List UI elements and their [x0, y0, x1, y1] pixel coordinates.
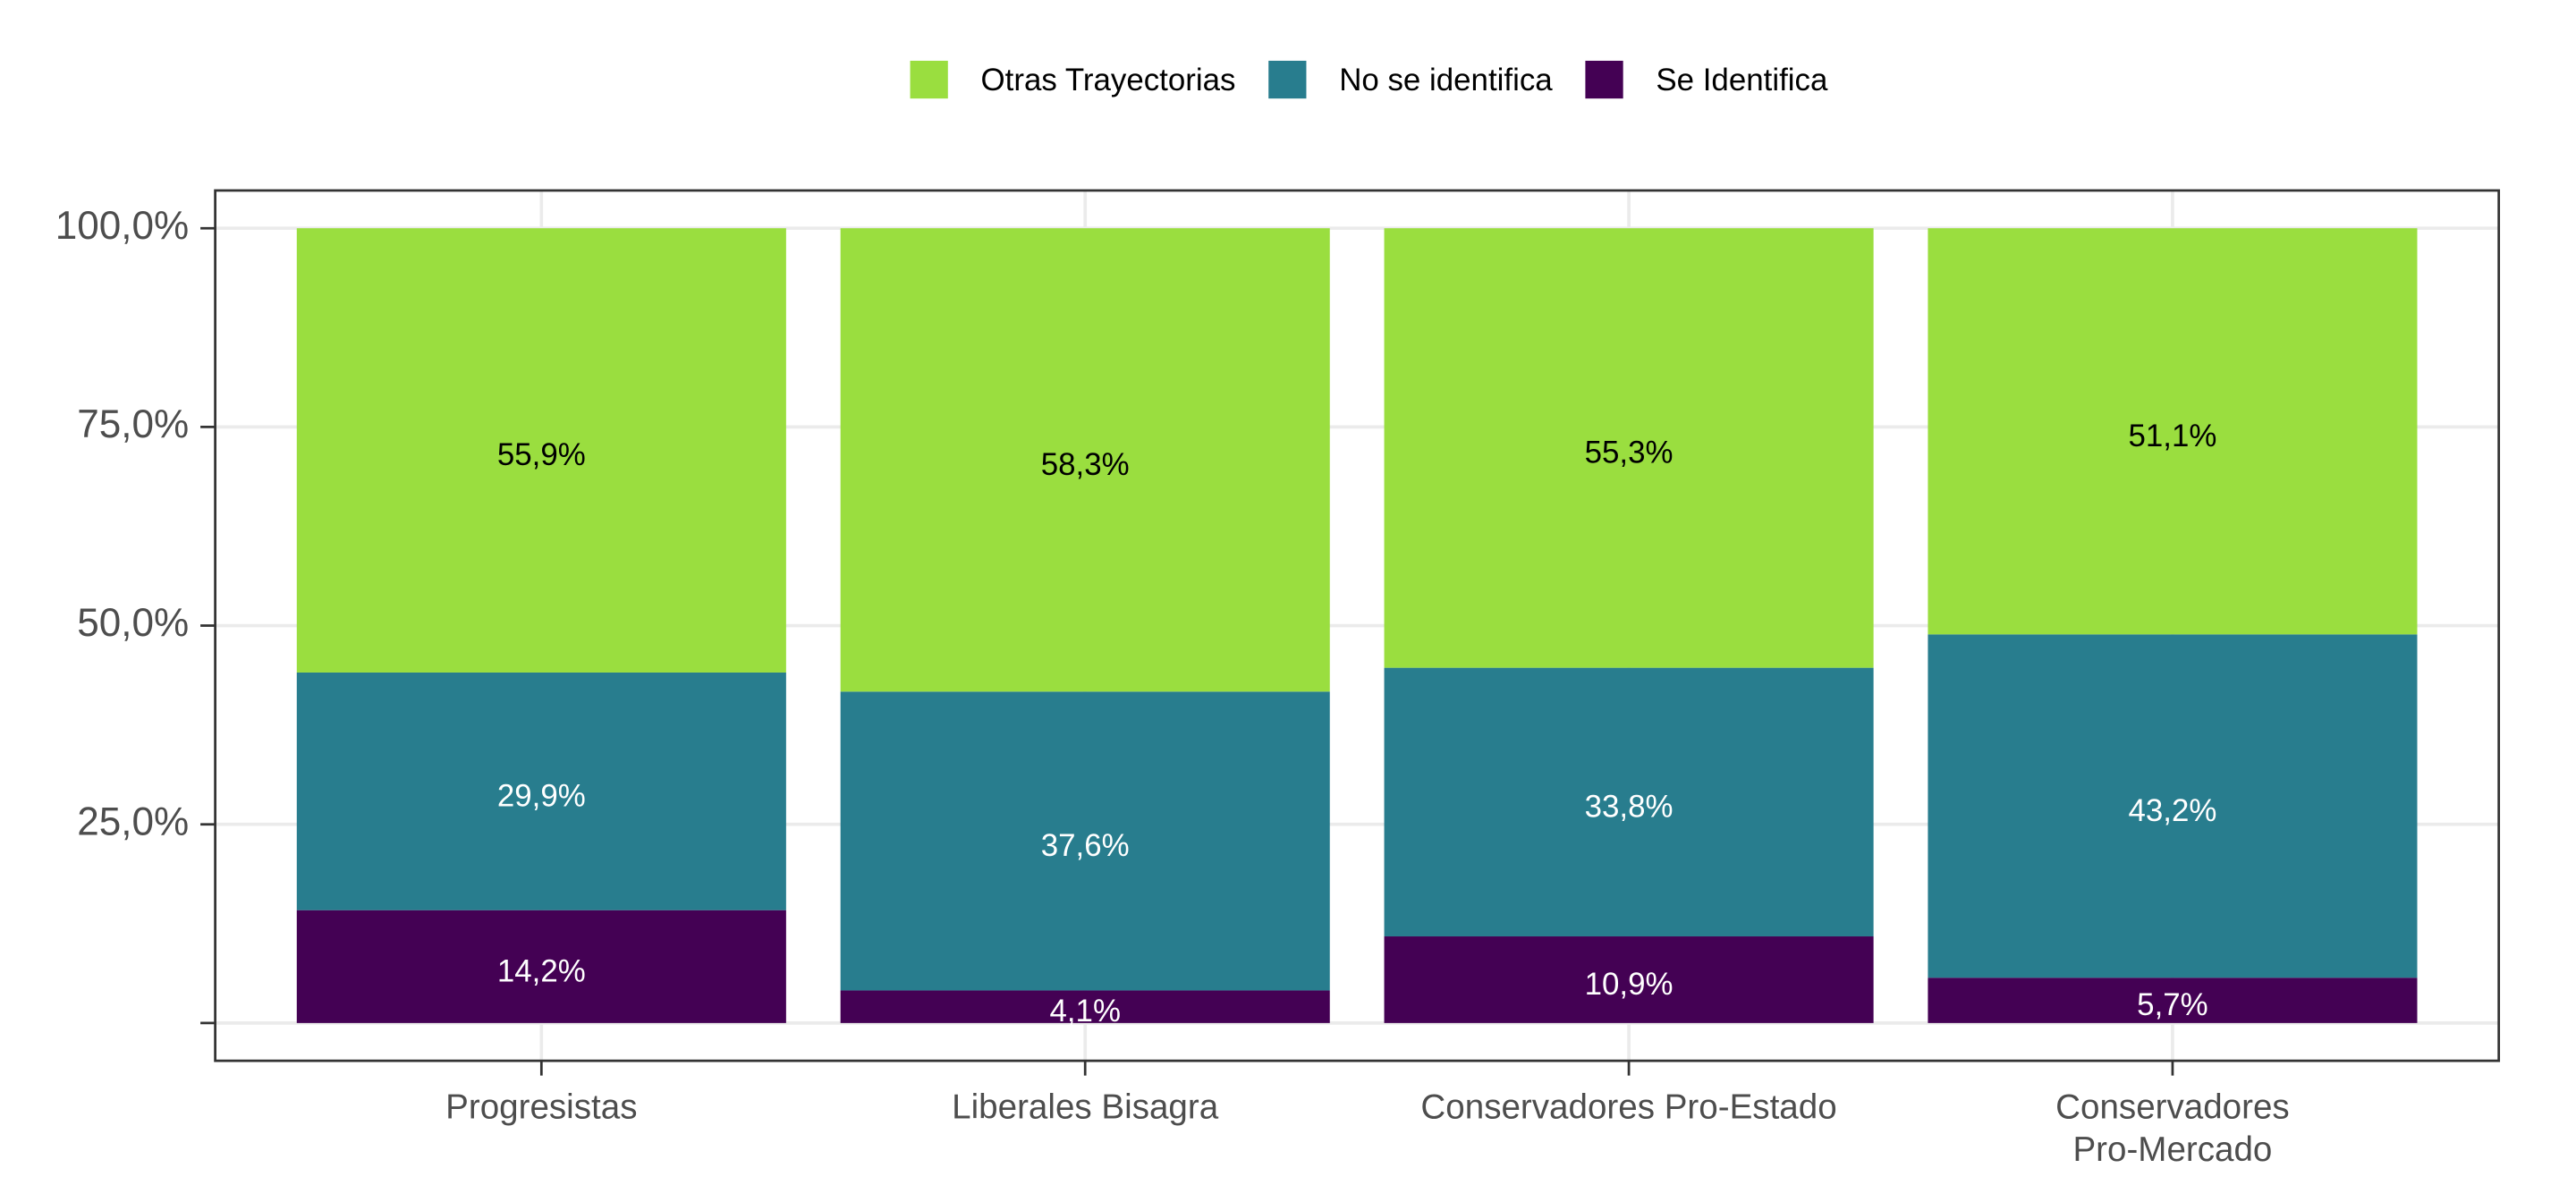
data-label: 5,7% — [2137, 987, 2208, 1022]
x-tick-label: Conservadores Pro-Mercado — [2055, 1088, 2290, 1170]
x-tick-label-box: Progresistas — [445, 1088, 638, 1127]
legend-label: Otras Trayectorias — [981, 63, 1236, 97]
legend-swatch — [1268, 60, 1307, 99]
bar-segment — [1928, 978, 2418, 1023]
data-label: 55,9% — [497, 437, 586, 472]
bar-segment — [1384, 667, 1874, 937]
data-label: 14,2% — [497, 953, 586, 988]
y-tick-label: 50,0% — [77, 601, 189, 645]
bar-segment — [1384, 228, 1874, 668]
x-tick-label-box: Liberales Bisagra — [952, 1088, 1219, 1127]
bar-segment — [1384, 936, 1874, 1023]
y-tick-label: 25,0% — [77, 800, 189, 843]
data-label: 58,3% — [1041, 447, 1130, 482]
bar-segment — [296, 228, 786, 673]
legend: Otras Trayectorias No se identifica Se Ide… — [910, 60, 1828, 99]
data-label: 37,6% — [1041, 828, 1130, 863]
axes: 25,0% 50,0% 75,0% 100,0% Progresistas Liberal… — [55, 204, 2290, 1170]
data-label: 43,2% — [2128, 793, 2216, 828]
bar-segment — [1928, 228, 2418, 635]
data-label: 10,9% — [1585, 967, 1674, 1002]
data-label: 51,1% — [2128, 419, 2216, 453]
data-label: 33,8% — [1585, 789, 1674, 824]
data-label: 55,3% — [1585, 435, 1674, 470]
legend-swatch — [910, 60, 948, 99]
x-tick-label-box: Conservadores Pro-Estado — [1420, 1088, 1837, 1127]
bar-segment — [840, 691, 1330, 991]
legend-swatch — [1585, 60, 1623, 99]
x-tick-label: Liberales Bisagra — [952, 1088, 1219, 1127]
y-tick-label: 100,0% — [55, 204, 189, 248]
legend-label: Se Identifica — [1656, 63, 1828, 97]
x-tick-label: Conservadores Pro-Estado — [1420, 1088, 1837, 1127]
bar-segment — [296, 910, 786, 1023]
data-label: 4,1% — [1049, 994, 1121, 1028]
legend-label: No se identifica — [1339, 63, 1553, 97]
bar-segment — [840, 228, 1330, 692]
x-tick-label-box: Conservadores Pro-Mercado — [2055, 1088, 2290, 1170]
y-tick-label: 75,0% — [77, 402, 189, 446]
x-tick-label: Progresistas — [445, 1088, 638, 1127]
bars: 14,2% 29,9% 55,9% 4,1% 37,6% 58,3% 10,9% 33,8% 5… — [296, 228, 2418, 1028]
bar-segment — [296, 672, 786, 910]
bar-segment — [1928, 634, 2418, 978]
data-label: 29,9% — [497, 778, 586, 813]
bar-segment — [840, 990, 1330, 1023]
